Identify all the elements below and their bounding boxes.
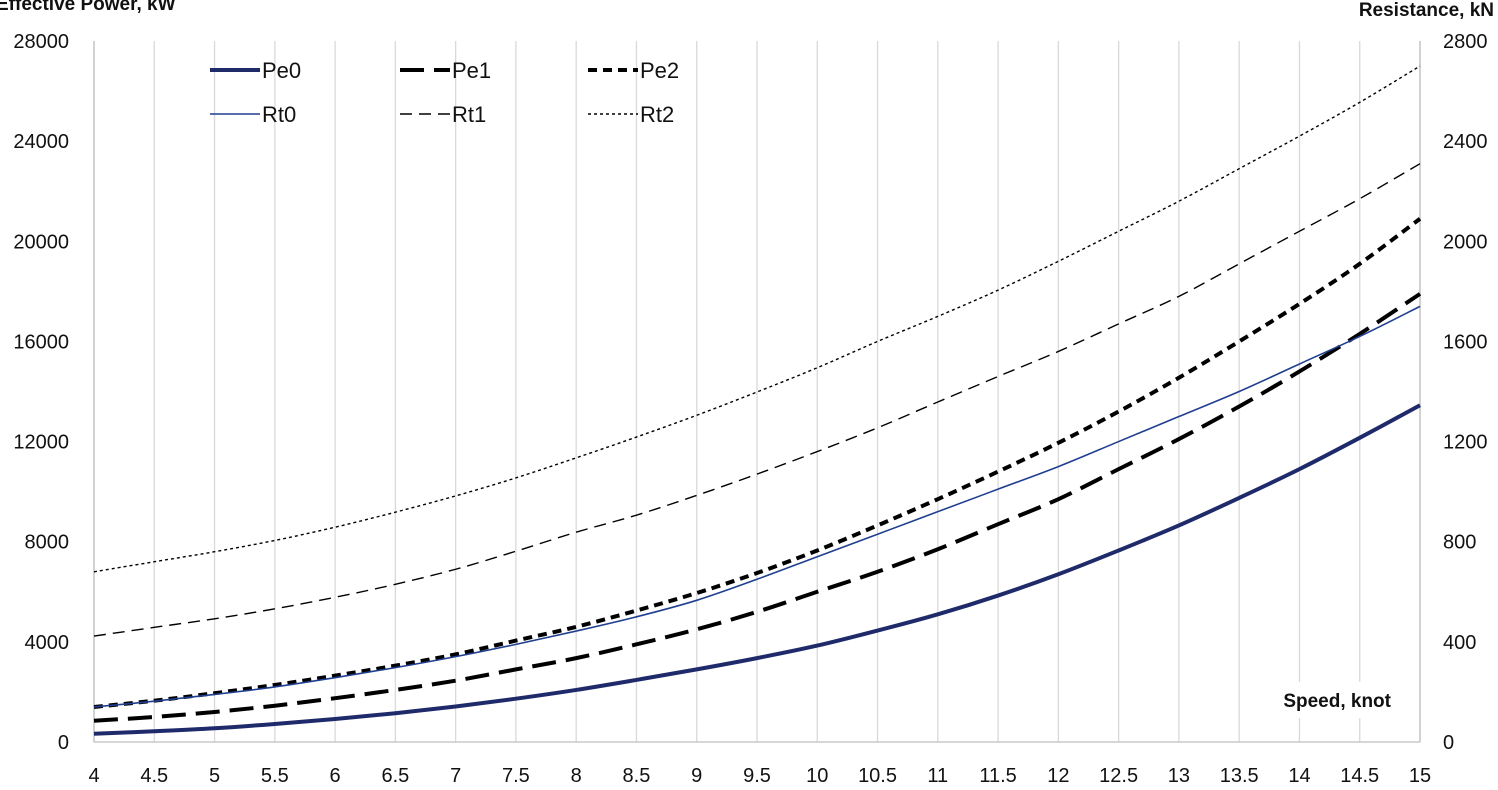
legend-label-pe2: Pe2 (640, 58, 679, 83)
x-tick-label: 10 (806, 765, 828, 787)
x-tick-label: 11.5 (979, 765, 1016, 787)
y-left-tick-label: 0 (58, 732, 69, 754)
y-left-tick-label: 4000 (25, 632, 70, 654)
y-right-tick-label: 2800 (1443, 31, 1488, 53)
y-left-tick-label: 24000 (13, 131, 69, 153)
x-tick-label: 13 (1168, 765, 1190, 787)
series-line-pe2 (93, 217, 1422, 709)
y-axis-right-title: Resistance, kN (1359, 0, 1494, 21)
x-tick-label: 11 (927, 765, 948, 787)
x-tick-label: 6 (330, 765, 341, 787)
x-tick-label: 5 (209, 765, 220, 787)
x-tick-label: 12 (1047, 765, 1069, 787)
x-tick-label: 7.5 (502, 765, 530, 787)
x-tick-label: 8 (571, 765, 582, 787)
series-line-pe0 (93, 403, 1421, 736)
series-line-rt0 (93, 305, 1421, 708)
x-tick-label: 14.5 (1340, 765, 1379, 787)
y-right-tick-label: 1200 (1443, 432, 1488, 454)
x-tick-label: 4.5 (140, 765, 168, 787)
x-tick-label: 12.5 (1099, 765, 1138, 787)
y-axis-left-title: Effective Power, kW (0, 0, 176, 15)
y-left-tick-label: 16000 (13, 331, 69, 353)
x-tick-label: 15 (1409, 765, 1431, 787)
legend-label-pe0: Pe0 (262, 58, 301, 83)
y-right-tick-label: 800 (1443, 532, 1476, 554)
y-left-tick-label: 28000 (13, 31, 69, 53)
y-right-tick-label: 1600 (1443, 331, 1488, 353)
x-axis-title-background (1252, 682, 1412, 718)
y-right-tick-label: 400 (1443, 632, 1476, 654)
y-right-tick-label: 2400 (1443, 131, 1488, 153)
series-lines (93, 65, 1422, 736)
axes (93, 41, 1421, 743)
x-tick-label: 6.5 (381, 765, 409, 787)
legend: Pe0 Pe1 Pe2 Rt0 Rt1 Rt2 (210, 58, 679, 127)
x-tick-label: 9 (691, 765, 702, 787)
series-line-rt2 (93, 65, 1421, 573)
legend-label-rt1: Rt1 (452, 102, 486, 127)
y-left-tick-label: 8000 (25, 532, 70, 554)
x-tick-label: 9.5 (743, 765, 771, 787)
x-tick-label: 10.5 (858, 765, 897, 787)
x-axis-title: Speed, knot (1283, 691, 1391, 712)
legend-label-pe1: Pe1 (452, 58, 491, 83)
y-left-tick-label: 12000 (13, 432, 69, 454)
y-left-tick-label: 20000 (13, 231, 69, 253)
y-right-tick-label: 2000 (1443, 231, 1488, 253)
legend-label-rt0: Rt0 (262, 102, 296, 127)
tick-labels: 4 4.5 5 5.5 6 6.5 7 7.5 8 8.5 9 9.5 10 10.5 11 11.5 12 12… (13, 31, 1487, 787)
y-right-tick-label: 0 (1443, 732, 1454, 754)
legend-label-rt2: Rt2 (640, 102, 674, 127)
x-tick-label: 4 (88, 765, 99, 787)
x-tick-label: 13.5 (1220, 765, 1259, 787)
grid-lines (93, 41, 1421, 742)
x-tick-label: 8.5 (623, 765, 651, 787)
x-tick-label: 7 (450, 765, 461, 787)
x-tick-label: 5.5 (261, 765, 289, 787)
series-line-pe1 (93, 292, 1422, 723)
x-tick-label: 14 (1288, 765, 1310, 787)
